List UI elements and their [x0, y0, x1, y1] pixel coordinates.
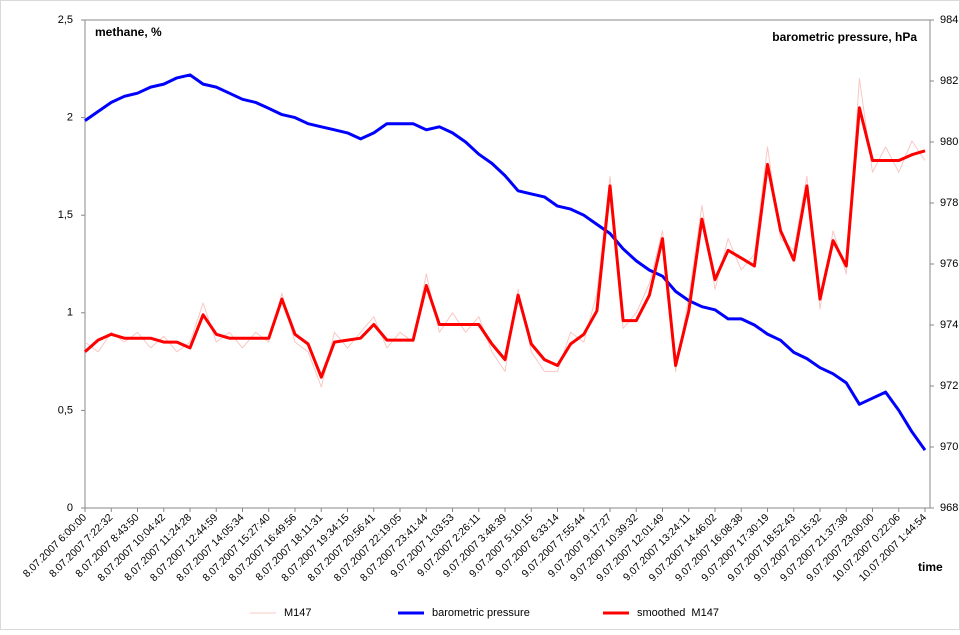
y-tick-label: 0 — [67, 502, 73, 514]
x-axis-title: time — [918, 560, 943, 574]
y2-tick-label: 984 — [940, 14, 958, 26]
y-tick-label: 2 — [67, 112, 73, 124]
y2-tick-label: 982 — [940, 75, 958, 87]
y2-tick-label: 978 — [940, 197, 958, 209]
y2-axis-title: barometric pressure, hPa — [772, 30, 917, 44]
y2-tick-label: 976 — [940, 258, 958, 270]
series-line — [84, 106, 926, 379]
y-tick-label: 1 — [67, 307, 73, 319]
legend-label: barometric pressure — [432, 607, 530, 619]
y2-tick-label: 980 — [940, 136, 958, 148]
y-tick-label: 1,5 — [58, 209, 73, 221]
y-axis-title: methane, % — [95, 25, 162, 39]
series-line — [84, 73, 927, 451]
y2-tick-label: 972 — [940, 380, 958, 392]
y2-tick-label: 970 — [940, 441, 958, 453]
y2-tick-label: 968 — [940, 502, 958, 514]
legend-label: smoothed M147 — [637, 607, 719, 619]
y-tick-label: 0,5 — [58, 404, 73, 416]
y2-tick-label: 974 — [940, 319, 958, 331]
legend-label: M147 — [284, 607, 312, 619]
y-tick-label: 2,5 — [58, 14, 73, 26]
